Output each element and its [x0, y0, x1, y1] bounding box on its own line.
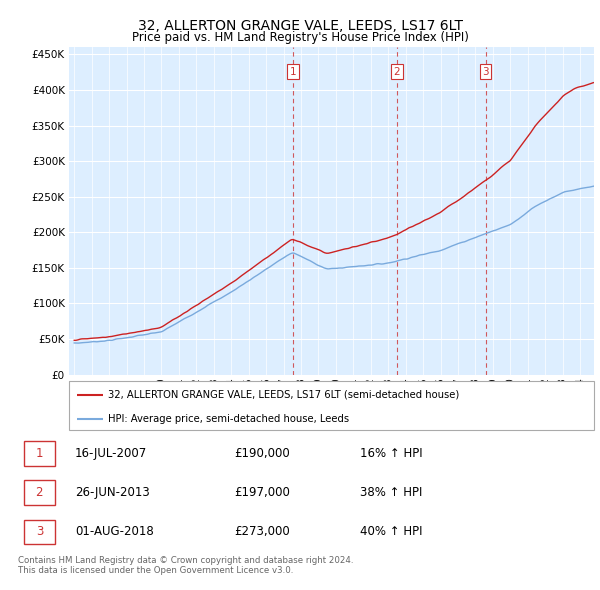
Text: 1: 1 — [290, 67, 296, 77]
Text: 38% ↑ HPI: 38% ↑ HPI — [360, 486, 422, 499]
Text: 26-JUN-2013: 26-JUN-2013 — [75, 486, 150, 499]
Bar — [24, 520, 55, 544]
Text: 01-AUG-2018: 01-AUG-2018 — [75, 526, 154, 539]
Text: 1: 1 — [35, 447, 43, 460]
Text: 40% ↑ HPI: 40% ↑ HPI — [360, 526, 422, 539]
Text: 3: 3 — [482, 67, 489, 77]
Text: 16-JUL-2007: 16-JUL-2007 — [75, 447, 147, 460]
Text: 3: 3 — [35, 526, 43, 539]
Text: £190,000: £190,000 — [235, 447, 290, 460]
Text: £273,000: £273,000 — [235, 526, 290, 539]
Bar — [24, 480, 55, 505]
Text: Price paid vs. HM Land Registry's House Price Index (HPI): Price paid vs. HM Land Registry's House … — [131, 31, 469, 44]
Text: 32, ALLERTON GRANGE VALE, LEEDS, LS17 6LT: 32, ALLERTON GRANGE VALE, LEEDS, LS17 6L… — [137, 19, 463, 33]
Text: 32, ALLERTON GRANGE VALE, LEEDS, LS17 6LT (semi-detached house): 32, ALLERTON GRANGE VALE, LEEDS, LS17 6L… — [109, 389, 460, 399]
Text: HPI: Average price, semi-detached house, Leeds: HPI: Average price, semi-detached house,… — [109, 414, 349, 424]
Text: £197,000: £197,000 — [235, 486, 290, 499]
Text: Contains HM Land Registry data © Crown copyright and database right 2024.
This d: Contains HM Land Registry data © Crown c… — [18, 556, 353, 575]
FancyBboxPatch shape — [69, 381, 594, 430]
Text: 16% ↑ HPI: 16% ↑ HPI — [360, 447, 422, 460]
Text: 2: 2 — [394, 67, 400, 77]
Bar — [24, 441, 55, 466]
Text: 2: 2 — [35, 486, 43, 499]
